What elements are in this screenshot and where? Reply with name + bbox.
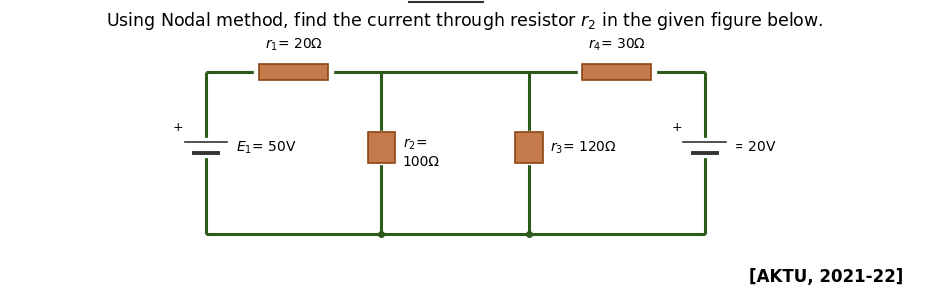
Polygon shape [175,138,236,157]
Polygon shape [674,138,734,157]
Polygon shape [510,131,547,164]
Text: Using Nodal method, find the current through resistor $r_2$ in the given figure : Using Nodal method, find the current thr… [106,10,822,32]
Text: +: + [173,121,184,134]
Polygon shape [254,63,332,82]
Text: +: + [671,121,681,134]
FancyBboxPatch shape [367,132,394,163]
Text: [AKTU, 2021-22]: [AKTU, 2021-22] [748,268,902,286]
FancyBboxPatch shape [259,64,328,80]
Polygon shape [363,131,399,164]
Text: $r_3$= 120Ω: $r_3$= 120Ω [549,139,616,156]
Text: $E_2$= 20V: $E_2$= 20V [715,139,775,156]
Polygon shape [577,63,655,82]
Text: $r_2$=: $r_2$= [402,137,427,152]
Text: $E_1$= 50V: $E_1$= 50V [236,139,297,156]
FancyBboxPatch shape [582,64,651,80]
FancyBboxPatch shape [515,132,542,163]
Text: $r_1$= 20Ω: $r_1$= 20Ω [264,36,322,53]
Text: 100Ω: 100Ω [402,155,439,169]
Text: $r_4$= 30Ω: $r_4$= 30Ω [587,36,645,53]
